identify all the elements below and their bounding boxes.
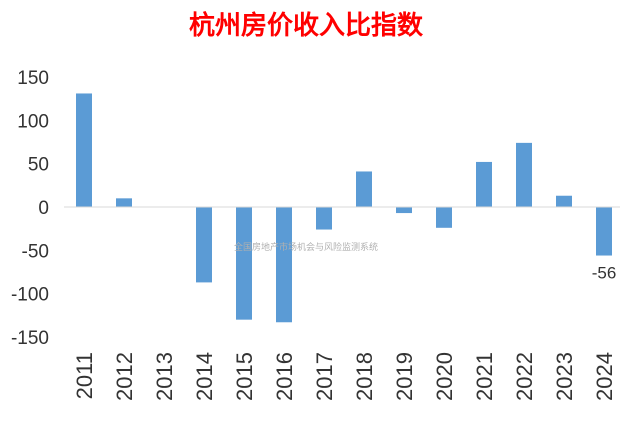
bar-2014 — [196, 207, 212, 283]
watermark: 全国房地产市场机会与风险监测系统 — [234, 241, 378, 253]
bar-2012 — [116, 198, 132, 207]
x-tick-label: 2017 — [312, 352, 337, 401]
y-tick-label: 50 — [28, 155, 49, 176]
x-tick-label: 2019 — [392, 352, 417, 401]
data-labels: -56 — [592, 264, 617, 283]
x-tick-label: 2018 — [352, 352, 377, 401]
x-tick-label: 2016 — [272, 352, 297, 401]
bar-2020 — [436, 207, 452, 228]
x-tick-label: 2020 — [432, 352, 457, 401]
bar-2017 — [316, 207, 332, 230]
bar-2022 — [516, 142, 532, 207]
bar-2018 — [356, 171, 372, 207]
y-tick-label: -150 — [11, 328, 49, 349]
bar-2011 — [76, 93, 92, 207]
x-tick-label: 2011 — [72, 352, 97, 399]
x-tick-label: 2023 — [552, 352, 577, 401]
bar-2015 — [236, 207, 252, 320]
x-tick-label: 2012 — [112, 352, 137, 401]
x-axis-ticks: 2011 2012 2013 2014 2015 2016 2017 2018 2019 2020… — [72, 352, 617, 401]
y-tick-label: 0 — [38, 198, 49, 219]
bar-2021 — [476, 161, 492, 207]
x-tick-label: 2021 — [472, 352, 497, 401]
y-tick-label: 100 — [17, 111, 49, 132]
x-tick-label: 2022 — [512, 352, 537, 401]
bars — [76, 93, 612, 323]
x-tick-label: 2013 — [152, 352, 177, 401]
y-tick-label: 150 — [17, 68, 49, 89]
bar-2016 — [276, 207, 292, 323]
bar-2024 — [596, 207, 612, 256]
chart-title: 杭州房价收入比指数 — [189, 10, 424, 41]
y-axis-ticks: 150 100 50 0 -50 -100 -150 — [11, 68, 49, 349]
x-tick-label: 2014 — [192, 352, 217, 401]
bar-2023 — [556, 195, 572, 207]
bar-2019 — [396, 207, 412, 214]
data-label: -56 — [592, 264, 617, 283]
y-tick-label: -100 — [11, 285, 49, 306]
x-tick-label: 2024 — [592, 352, 617, 401]
y-tick-label: -50 — [22, 241, 49, 262]
x-tick-label: 2015 — [232, 352, 257, 401]
